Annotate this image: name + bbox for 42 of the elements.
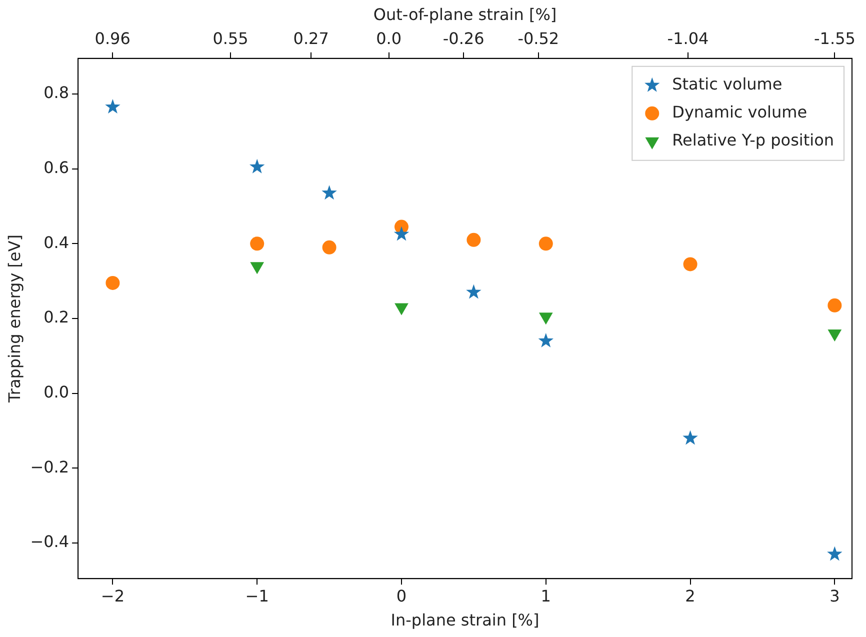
x-axis-title: In-plane strain [%] — [390, 610, 540, 630]
x2-tick-label: -1.55 — [814, 28, 856, 48]
x2-tick-label: 0.55 — [212, 28, 248, 48]
x-tick-label: 0 — [396, 586, 407, 606]
x2-tick-label: -0.52 — [518, 28, 560, 48]
point — [322, 185, 337, 200]
x-tick-label: 3 — [830, 586, 840, 606]
y-tick-label: 0.8 — [44, 83, 70, 102]
legend-label: Static volume — [672, 74, 782, 94]
x-tick-label: −2 — [100, 586, 125, 606]
point — [827, 546, 842, 561]
point — [828, 298, 842, 312]
point — [249, 158, 265, 174]
point — [538, 332, 554, 348]
x-tick-label: −1 — [245, 586, 269, 606]
point — [682, 430, 698, 445]
x-tick-label: 1 — [540, 586, 551, 606]
x2-tick-label: -1.04 — [667, 28, 709, 48]
point — [466, 232, 481, 247]
y-tick-label: −0.2 — [30, 457, 70, 476]
point — [105, 99, 120, 114]
x2-tick-label: 0.0 — [376, 28, 402, 48]
y-tick-label: 0.2 — [44, 308, 70, 327]
x2-tick-label: -0.26 — [442, 28, 484, 48]
y-tick-label: −0.4 — [30, 532, 70, 552]
y-tick-label: 0.6 — [44, 158, 70, 177]
point — [106, 276, 120, 290]
x2-axis-title: Out-of-plane strain [%] — [373, 4, 557, 24]
point — [322, 240, 336, 254]
point — [538, 236, 553, 251]
point — [683, 257, 698, 272]
y-tick-label: 0.0 — [44, 382, 70, 402]
x-tick-label: 2 — [685, 586, 696, 606]
x2-tick-label: 0.27 — [293, 28, 329, 48]
legend-label: Relative Y-p position — [672, 130, 834, 150]
point — [394, 226, 410, 241]
point — [466, 284, 482, 299]
point — [250, 236, 264, 251]
y-tick-label: 0.4 — [44, 232, 70, 252]
y-axis-title: Trapping energy [eV] — [4, 234, 24, 404]
x2-tick-label: 0.96 — [94, 28, 130, 48]
legend-label: Dynamic volume — [672, 102, 808, 122]
